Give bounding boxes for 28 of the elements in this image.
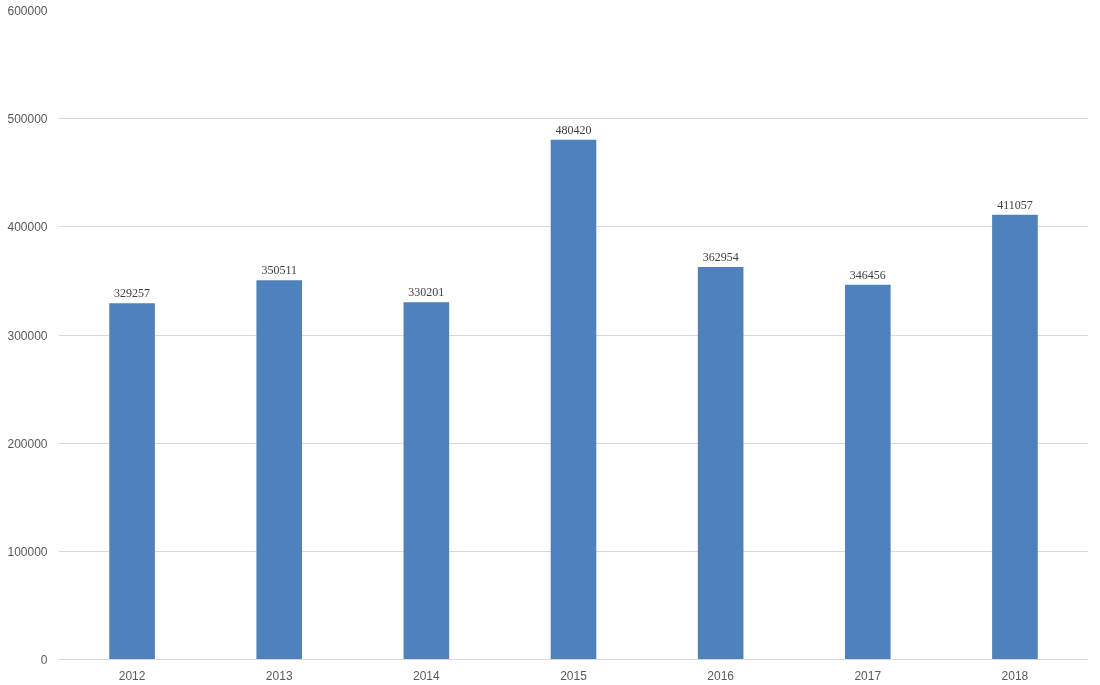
bar bbox=[992, 214, 1038, 660]
data-label: 330201 bbox=[408, 285, 445, 300]
bar bbox=[697, 266, 744, 660]
data-label: 350511 bbox=[261, 263, 297, 278]
bar bbox=[256, 280, 303, 660]
y-tick-label: 300000 bbox=[7, 328, 48, 343]
x-tick-label: 2013 bbox=[265, 668, 293, 683]
bar bbox=[109, 303, 155, 660]
bar bbox=[844, 284, 891, 660]
y-tick-label: 0 bbox=[40, 653, 48, 667]
x-tick-label: 2016 bbox=[707, 668, 735, 683]
data-label: 329257 bbox=[114, 286, 151, 301]
data-label: 411057 bbox=[997, 197, 1033, 212]
x-tick-label: 2014 bbox=[413, 668, 441, 683]
data-label: 480420 bbox=[555, 122, 592, 137]
bar bbox=[403, 302, 450, 660]
y-tick-label: 200000 bbox=[7, 436, 48, 451]
data-label: 362954 bbox=[702, 249, 739, 264]
y-tick-label: 600000 bbox=[7, 4, 48, 18]
x-tick-label: 2017 bbox=[854, 668, 882, 683]
data-label: 346456 bbox=[849, 267, 886, 282]
x-tick-label: 2018 bbox=[1001, 668, 1029, 683]
y-tick-label: 400000 bbox=[7, 220, 48, 235]
x-tick-label: 2012 bbox=[118, 668, 146, 683]
y-tick-label: 500000 bbox=[7, 112, 48, 127]
bar bbox=[550, 139, 597, 660]
y-tick-label: 100000 bbox=[7, 544, 48, 559]
x-tick-label: 2015 bbox=[560, 668, 588, 683]
